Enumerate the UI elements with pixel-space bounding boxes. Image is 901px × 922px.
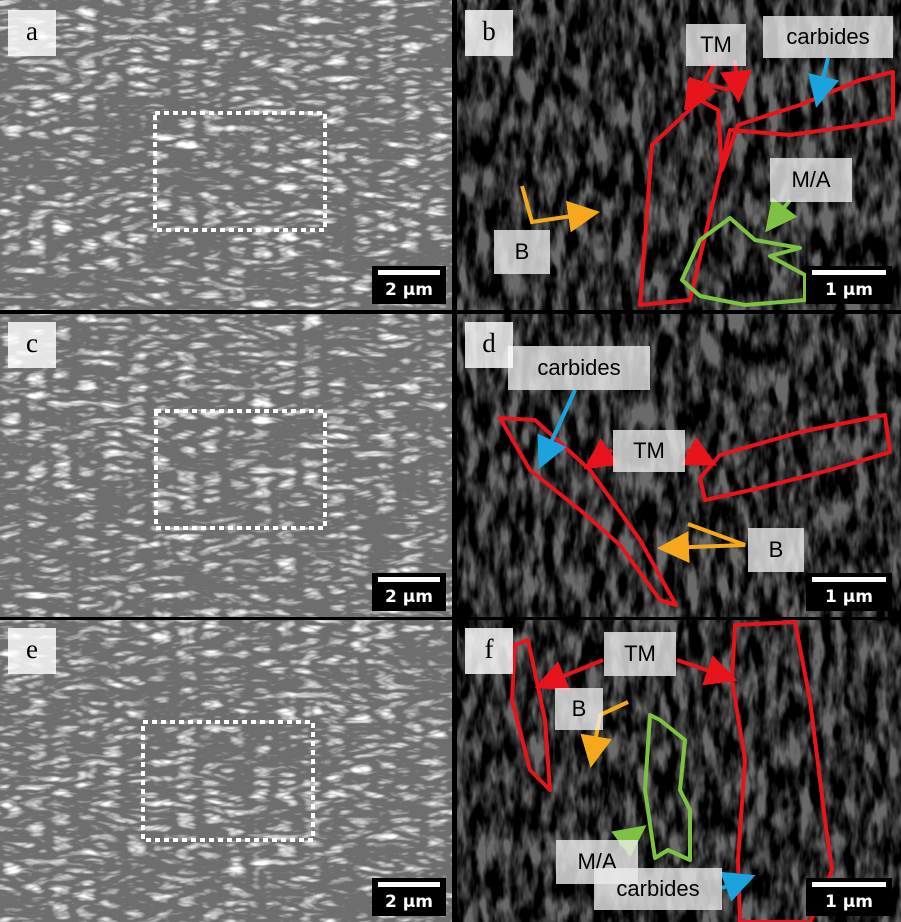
annotation: M/A bbox=[791, 167, 830, 192]
scale-label: 1 µm bbox=[825, 280, 873, 300]
panel-letter: c bbox=[26, 328, 38, 358]
annotation: carbides bbox=[537, 355, 620, 380]
annotation: B bbox=[572, 696, 587, 721]
annotation: B bbox=[769, 537, 784, 562]
annotation: B bbox=[515, 239, 530, 264]
scale-label: 2 µm bbox=[385, 587, 433, 607]
annotation: carbides bbox=[786, 24, 869, 49]
annotation: TM bbox=[633, 438, 665, 463]
scale-bar bbox=[378, 270, 440, 275]
scale-label: 1 µm bbox=[825, 892, 873, 912]
annotation: TM bbox=[624, 641, 656, 666]
texture bbox=[0, 620, 452, 922]
scale-bar bbox=[378, 882, 440, 887]
scale-label: 2 µm bbox=[385, 892, 433, 912]
panel-letter: a bbox=[26, 16, 38, 46]
scale-bar bbox=[812, 577, 886, 582]
annotation: TM bbox=[700, 32, 732, 57]
panel-letter: b bbox=[482, 16, 496, 46]
texture bbox=[0, 314, 452, 617]
scale-bar bbox=[812, 882, 886, 887]
panel-letter: d bbox=[482, 328, 496, 358]
scale-label: 1 µm bbox=[825, 587, 873, 607]
panel-letter: e bbox=[26, 634, 38, 664]
panel-letter: f bbox=[485, 634, 494, 664]
annotation: carbides bbox=[616, 876, 699, 901]
scale-label: 2 µm bbox=[385, 280, 433, 300]
texture bbox=[0, 0, 452, 310]
figure: TM carbides M/A B carbides TM B TM B M/A… bbox=[0, 0, 901, 922]
scale-bar bbox=[812, 270, 886, 275]
scale-bar bbox=[378, 577, 440, 582]
page: TM carbides M/A B carbides TM B TM B M/A… bbox=[0, 0, 901, 922]
micrographs bbox=[0, 0, 901, 922]
